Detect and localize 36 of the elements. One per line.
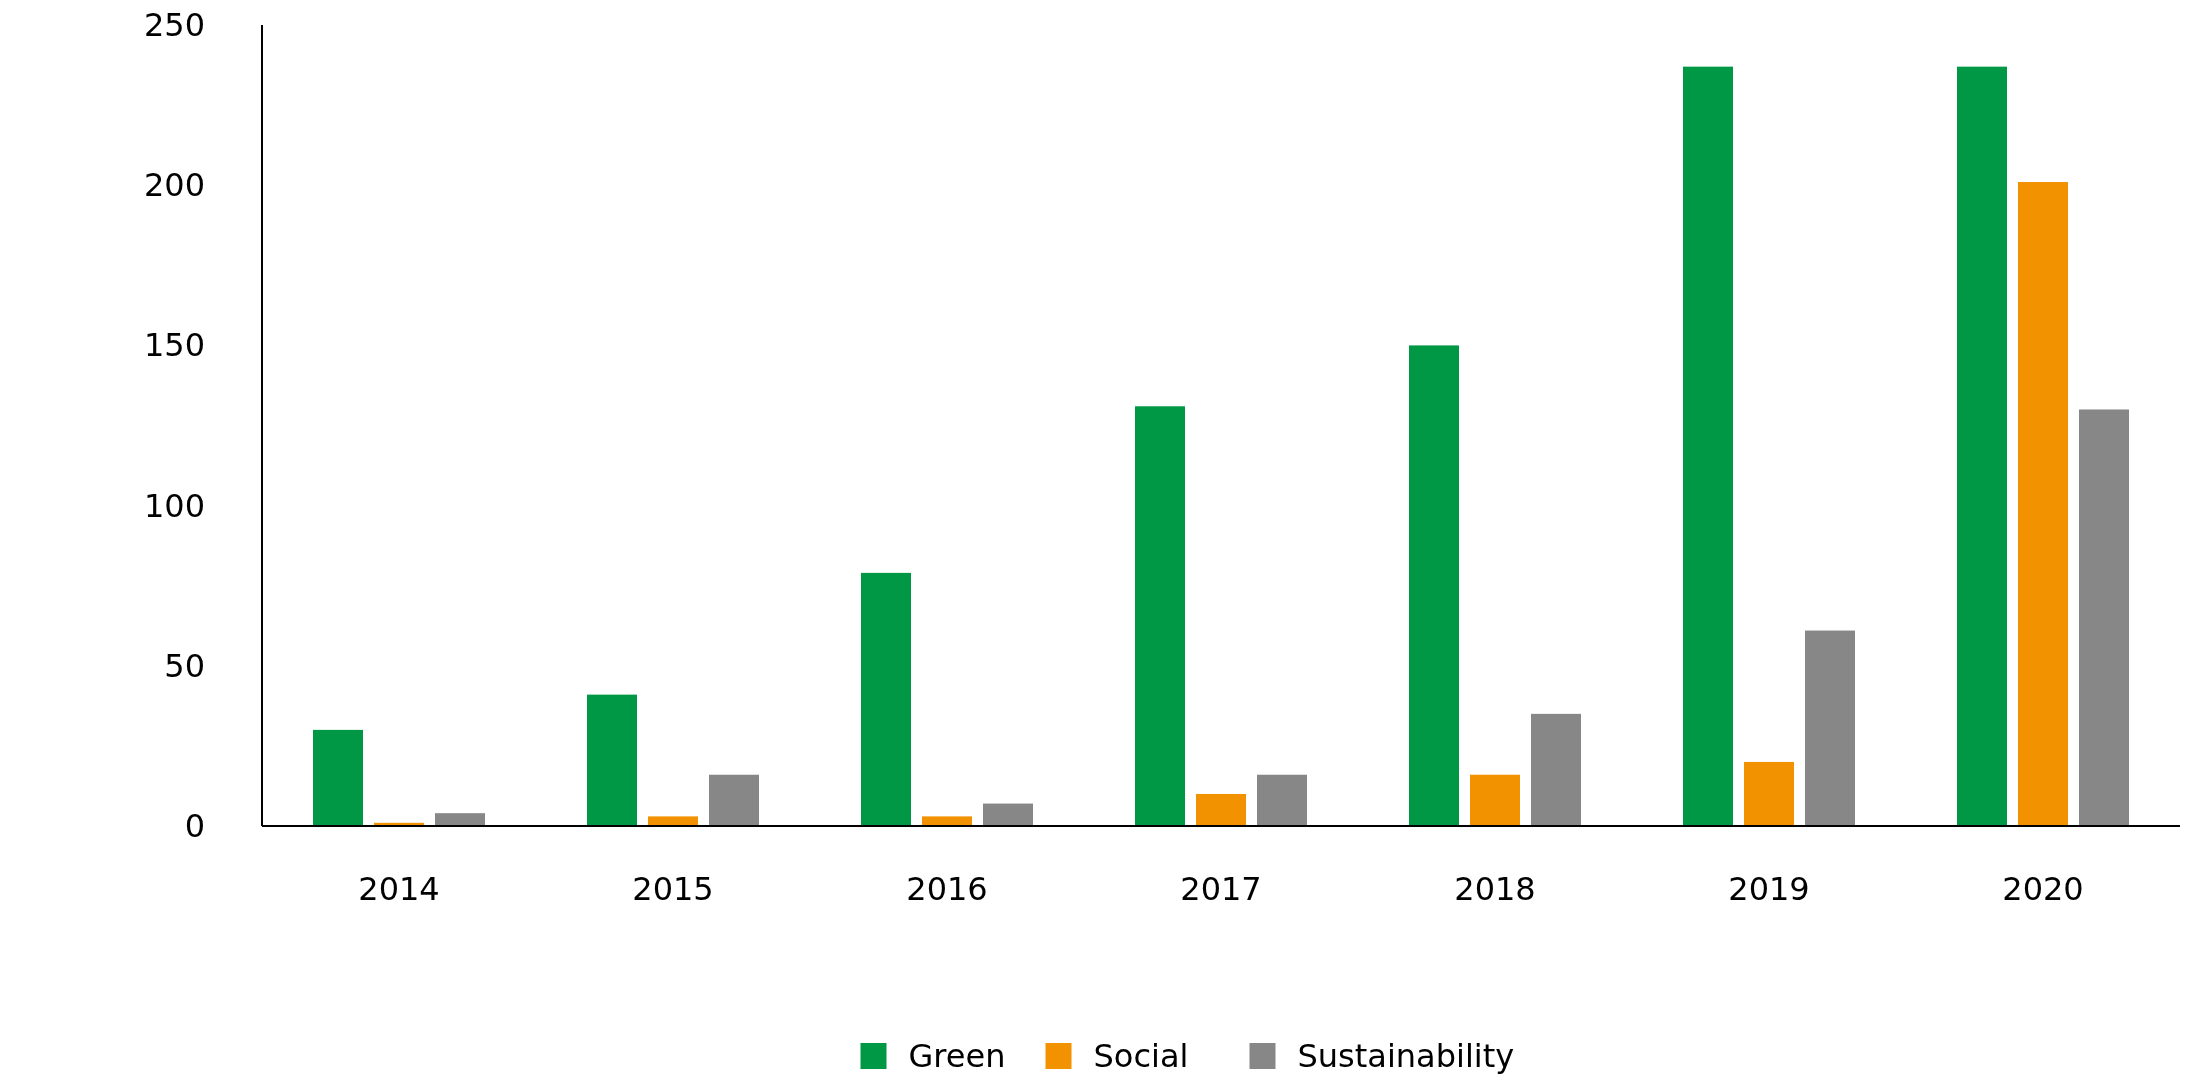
- bar: [2079, 409, 2129, 826]
- bar: [922, 816, 972, 826]
- x-tick-label: 2018: [1454, 870, 1536, 908]
- y-tick-label: 50: [164, 646, 205, 685]
- bar: [1470, 774, 1520, 826]
- bar: [1805, 630, 1855, 826]
- bar: [313, 729, 363, 826]
- legend-label: Sustainability: [1297, 1037, 1515, 1075]
- bar: [861, 572, 911, 826]
- legend-label: Social: [1093, 1037, 1189, 1075]
- bar: [1957, 66, 2007, 826]
- bar: [1744, 761, 1794, 826]
- legend-label: Green: [908, 1037, 1006, 1075]
- bar: [1409, 345, 1459, 826]
- x-tick-label: 2020: [2002, 870, 2084, 908]
- bar: [2018, 182, 2068, 826]
- bar: [1683, 66, 1733, 826]
- y-tick-label: 150: [143, 326, 205, 365]
- y-tick-label: 250: [143, 6, 205, 44]
- bar: [983, 803, 1033, 826]
- y-tick-label: 200: [143, 166, 205, 205]
- bar: [709, 774, 759, 826]
- y-tick-label: 100: [143, 486, 205, 525]
- bar: [587, 694, 637, 826]
- x-tick-label: 2017: [1180, 870, 1262, 908]
- x-tick-label: 2019: [1728, 870, 1810, 908]
- x-tick-label: 2015: [632, 870, 714, 908]
- bar: [1196, 793, 1246, 826]
- bar: [648, 816, 698, 826]
- bar: [1257, 774, 1307, 826]
- y-tick-label: 0: [184, 807, 205, 845]
- x-tick-label: 2014: [358, 870, 440, 908]
- bar: [1135, 406, 1185, 826]
- x-tick-label: 2016: [906, 870, 988, 908]
- bar: [1531, 713, 1581, 826]
- bar: [435, 813, 485, 826]
